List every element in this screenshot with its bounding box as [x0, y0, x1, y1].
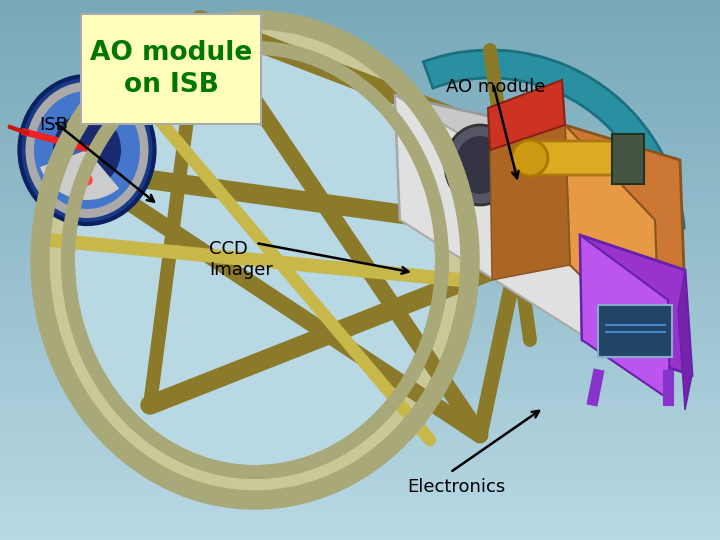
Bar	[0, 306, 720, 315]
Bar	[0, 432, 720, 441]
Ellipse shape	[40, 20, 470, 500]
Bar	[0, 531, 720, 540]
Polygon shape	[395, 95, 590, 340]
Text: ISB: ISB	[40, 116, 68, 134]
Bar	[0, 207, 720, 216]
Bar	[0, 225, 720, 234]
Circle shape	[82, 175, 92, 185]
Polygon shape	[565, 125, 685, 300]
Bar	[0, 171, 720, 180]
Bar	[0, 63, 720, 72]
Bar	[0, 45, 720, 54]
Ellipse shape	[53, 112, 121, 187]
Bar	[0, 81, 720, 90]
Bar	[0, 108, 720, 117]
Bar	[0, 324, 720, 333]
FancyBboxPatch shape	[598, 305, 672, 357]
Bar	[0, 117, 720, 126]
Ellipse shape	[52, 143, 92, 178]
Bar	[0, 189, 720, 198]
Ellipse shape	[19, 76, 155, 224]
Bar	[0, 261, 720, 270]
Bar	[0, 414, 720, 423]
Bar	[0, 387, 720, 396]
Ellipse shape	[34, 91, 140, 209]
Bar	[0, 270, 720, 279]
Bar	[0, 288, 720, 297]
Text: Electronics: Electronics	[407, 478, 505, 496]
Bar	[0, 459, 720, 468]
Polygon shape	[395, 95, 600, 265]
Bar	[0, 135, 720, 144]
FancyBboxPatch shape	[527, 141, 618, 175]
Circle shape	[512, 140, 548, 176]
Bar	[0, 504, 720, 513]
Bar	[0, 297, 720, 306]
Bar	[0, 522, 720, 531]
Bar	[0, 243, 720, 252]
Bar	[0, 72, 720, 81]
Bar	[0, 423, 720, 432]
Bar	[0, 486, 720, 495]
Polygon shape	[490, 125, 570, 280]
Bar	[0, 198, 720, 207]
Bar	[0, 126, 720, 135]
Polygon shape	[580, 235, 670, 400]
Bar	[0, 252, 720, 261]
Ellipse shape	[25, 82, 148, 218]
Bar	[0, 369, 720, 378]
Polygon shape	[565, 125, 660, 355]
Bar	[0, 351, 720, 360]
Polygon shape	[678, 270, 692, 410]
Polygon shape	[580, 235, 692, 375]
Bar	[0, 9, 720, 18]
Text: AO module: AO module	[446, 78, 546, 96]
Ellipse shape	[445, 125, 515, 205]
Bar	[0, 18, 720, 27]
Bar	[0, 153, 720, 162]
Bar	[0, 513, 720, 522]
Bar	[0, 90, 720, 99]
Bar	[0, 180, 720, 189]
Bar	[0, 405, 720, 414]
Bar	[0, 144, 720, 153]
Bar	[0, 342, 720, 351]
Bar	[0, 468, 720, 477]
Bar	[0, 441, 720, 450]
Bar	[0, 378, 720, 387]
Bar	[0, 234, 720, 243]
Text: AO module
on ISB: AO module on ISB	[90, 40, 252, 98]
Bar	[0, 36, 720, 45]
Bar	[0, 360, 720, 369]
Ellipse shape	[455, 136, 505, 194]
Bar	[0, 315, 720, 324]
Ellipse shape	[68, 48, 442, 472]
Bar	[0, 279, 720, 288]
Bar	[0, 495, 720, 504]
Bar	[0, 396, 720, 405]
FancyBboxPatch shape	[81, 14, 261, 124]
Bar	[0, 0, 720, 9]
Bar	[0, 450, 720, 459]
Bar	[0, 477, 720, 486]
Wedge shape	[423, 50, 684, 231]
Polygon shape	[488, 80, 565, 150]
Bar	[0, 54, 720, 63]
Text: CCD
Imager: CCD Imager	[209, 240, 273, 279]
Bar	[0, 99, 720, 108]
FancyBboxPatch shape	[612, 134, 644, 184]
Wedge shape	[40, 150, 119, 200]
Bar	[0, 27, 720, 36]
Bar	[0, 216, 720, 225]
Bar	[0, 162, 720, 171]
Bar	[0, 333, 720, 342]
